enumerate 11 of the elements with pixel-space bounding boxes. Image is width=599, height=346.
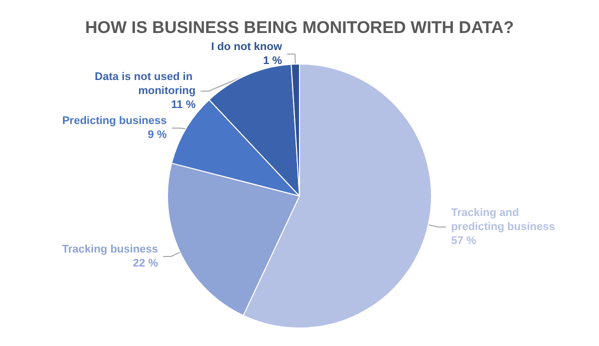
data-label: 11 % bbox=[171, 99, 196, 112]
data-label: 9 % bbox=[148, 129, 167, 142]
data-label: 1 % bbox=[263, 55, 282, 68]
slice-label: Tracking and predicting business bbox=[451, 206, 555, 233]
data-label: 22 % bbox=[132, 257, 158, 270]
chart-title: HOW IS BUSINESS BEING MONITORED WITH DATA? bbox=[85, 18, 514, 37]
slice-label: I do not know bbox=[211, 41, 282, 54]
slice-label: Data is not used in monitoring bbox=[94, 71, 196, 98]
data-label: 57 % bbox=[451, 234, 476, 247]
slice-label: Predicting business bbox=[62, 115, 167, 128]
slice-label: Tracking business bbox=[62, 243, 158, 256]
